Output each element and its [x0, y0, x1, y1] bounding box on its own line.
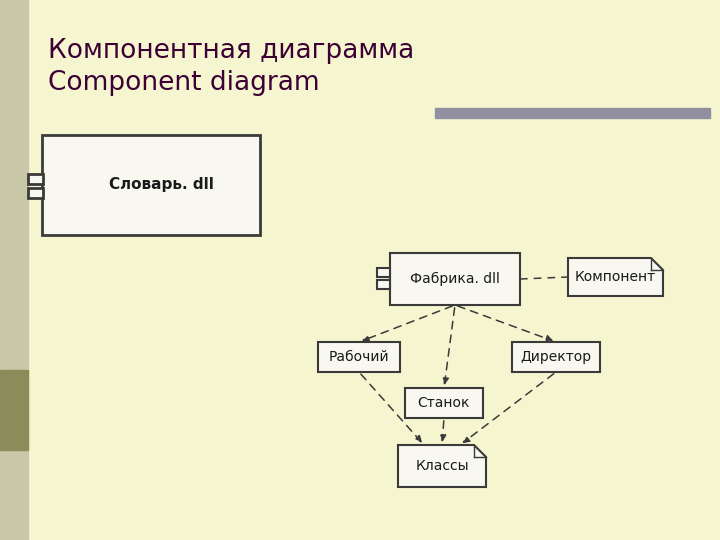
Bar [28, 174, 43, 184]
Text: Component diagram: Component diagram [48, 70, 320, 96]
Bar [377, 268, 390, 276]
Bar [377, 280, 390, 289]
Bar [42, 135, 260, 235]
Bar [512, 342, 600, 372]
Bar [405, 388, 483, 418]
Text: Директор: Директор [521, 350, 592, 364]
Text: Компонентная диаграмма: Компонентная диаграмма [48, 38, 414, 64]
Bar [435, 108, 710, 118]
Text: Станок: Станок [418, 396, 470, 410]
Text: Словарь. dll: Словарь. dll [109, 178, 213, 192]
Text: Компонент: Компонент [575, 270, 656, 284]
Bar [28, 188, 43, 198]
Polygon shape [568, 258, 663, 296]
Bar [390, 253, 520, 305]
Text: Классы: Классы [415, 459, 469, 473]
Bar [318, 342, 400, 372]
Bar [0, 0, 28, 540]
Text: Рабочий: Рабочий [329, 350, 390, 364]
Text: Фабрика. dll: Фабрика. dll [410, 272, 500, 286]
Polygon shape [398, 445, 486, 487]
Bar [0, 370, 28, 450]
